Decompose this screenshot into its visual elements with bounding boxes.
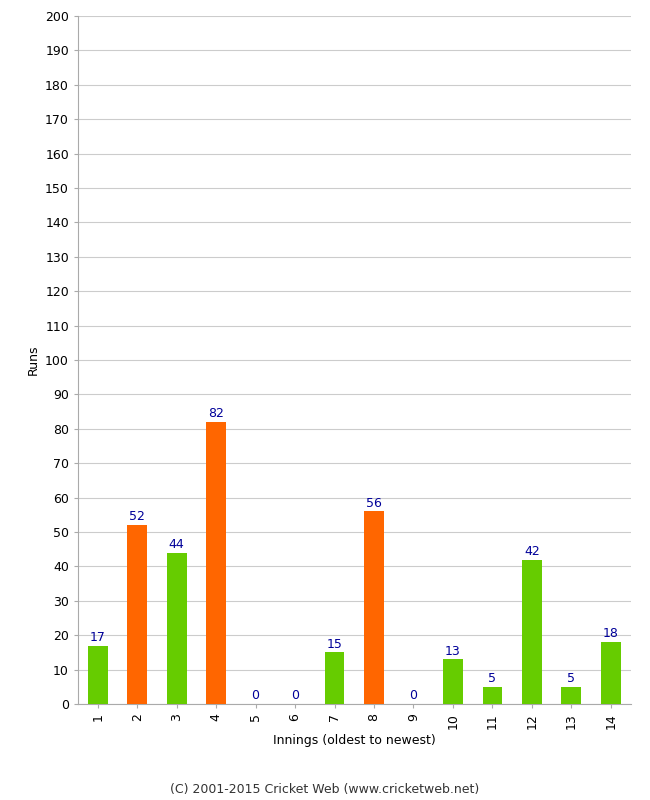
Text: 42: 42 (524, 545, 539, 558)
Text: 52: 52 (129, 510, 145, 523)
Text: 17: 17 (90, 630, 106, 644)
Bar (443, 659, 463, 704)
Text: (C) 2001-2015 Cricket Web (www.cricketweb.net): (C) 2001-2015 Cricket Web (www.cricketwe… (170, 783, 480, 796)
Bar (324, 653, 345, 704)
Text: 0: 0 (410, 690, 417, 702)
Bar (364, 511, 384, 704)
Text: 13: 13 (445, 645, 461, 658)
Text: 5: 5 (567, 672, 575, 685)
Bar (562, 686, 581, 704)
Bar (88, 646, 108, 704)
Text: 82: 82 (208, 407, 224, 420)
Text: 15: 15 (326, 638, 343, 650)
Bar (127, 525, 147, 704)
Text: 18: 18 (603, 627, 619, 640)
Y-axis label: Runs: Runs (27, 345, 40, 375)
Bar (482, 686, 502, 704)
Text: 0: 0 (252, 690, 259, 702)
Bar (522, 559, 541, 704)
Text: 0: 0 (291, 690, 299, 702)
Text: 5: 5 (488, 672, 497, 685)
X-axis label: Innings (oldest to newest): Innings (oldest to newest) (273, 734, 436, 747)
Text: 56: 56 (366, 497, 382, 510)
Bar (167, 553, 187, 704)
Bar (601, 642, 621, 704)
Text: 44: 44 (169, 538, 185, 551)
Bar (206, 422, 226, 704)
